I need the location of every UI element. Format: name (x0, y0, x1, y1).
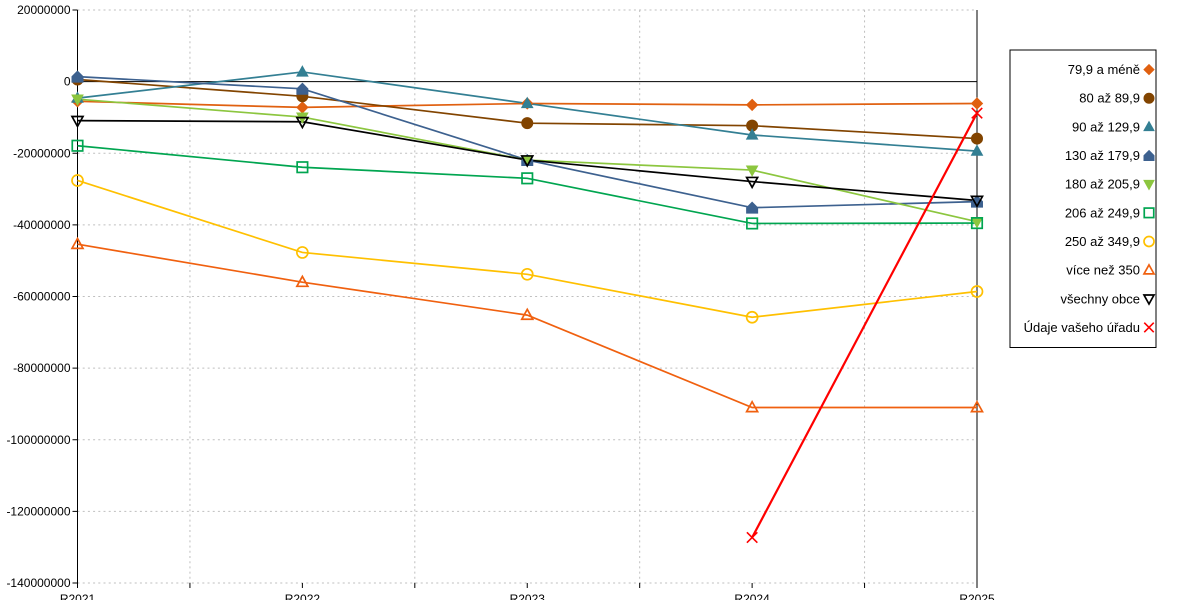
svg-text:R2024: R2024 (734, 592, 770, 600)
svg-text:250 až 349,9: 250 až 349,9 (1065, 234, 1140, 249)
svg-text:20000000: 20000000 (17, 3, 71, 17)
svg-text:všechny obce: všechny obce (1061, 291, 1141, 306)
svg-text:více než 350: více než 350 (1066, 263, 1140, 278)
svg-text:R2025: R2025 (959, 592, 995, 600)
svg-text:-140000000: -140000000 (6, 576, 70, 590)
svg-text:79,9 a méně: 79,9 a méně (1068, 62, 1140, 77)
svg-text:-120000000: -120000000 (6, 504, 70, 518)
svg-text:180 až 205,9: 180 až 205,9 (1065, 177, 1140, 192)
svg-text:0: 0 (64, 75, 71, 89)
svg-text:-80000000: -80000000 (13, 361, 71, 375)
svg-text:130 až 179,9: 130 až 179,9 (1065, 148, 1140, 163)
svg-text:R2022: R2022 (285, 592, 321, 600)
svg-text:90 až 129,9: 90 až 129,9 (1072, 119, 1140, 134)
svg-text:Údaje vašeho úřadu: Údaje vašeho úřadu (1024, 320, 1140, 335)
svg-text:R2021: R2021 (60, 592, 96, 600)
svg-text:-100000000: -100000000 (6, 433, 70, 447)
svg-text:80 až 89,9: 80 až 89,9 (1079, 91, 1140, 106)
svg-text:206 až 249,9: 206 až 249,9 (1065, 205, 1140, 220)
svg-text:R2023: R2023 (510, 592, 546, 600)
svg-text:-60000000: -60000000 (13, 290, 71, 304)
svg-text:-20000000: -20000000 (13, 146, 71, 160)
svg-text:-40000000: -40000000 (13, 218, 71, 232)
